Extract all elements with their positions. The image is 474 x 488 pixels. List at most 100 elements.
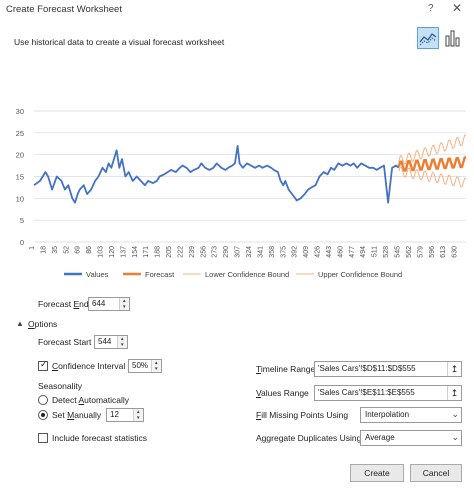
x-tick-label: 222 [177,246,184,258]
range-picker-icon[interactable]: ↥ [447,362,461,376]
confidence-interval-value: 50% [132,361,149,370]
legend-label: Values [86,270,109,279]
x-tick-label: 239 [189,246,196,258]
x-tick-label: 341 [257,246,264,258]
column-chart-button[interactable] [441,27,463,49]
x-tick-label: 52 [63,246,70,254]
window-title: Create Forecast Worksheet [6,4,122,15]
chevron-down-icon: ⌄ [451,409,459,419]
confidence-interval-spinner[interactable]: 50% ▲ ▼ [128,359,162,373]
y-tick-label: 5 [20,216,24,225]
fill-missing-label: Fill Missing Points Using [256,410,349,420]
x-tick-label: 426 [315,246,322,258]
x-tick-label: 154 [132,246,139,258]
x-tick-label: 205 [166,246,173,258]
x-tick-label: 392 [292,246,299,258]
x-tick-label: 18 [40,246,47,254]
x-tick-label: 188 [155,246,162,258]
legend-label: Lower Confidence Bound [205,270,289,279]
seasonality-value: 12 [110,410,119,419]
y-tick-label: 10 [16,194,24,203]
x-tick-label: 528 [383,246,390,258]
aggregate-duplicates-label: Aggregate Duplicates Using [256,433,362,443]
values-range-input[interactable]: 'Sales Cars'!$E$11:$E$555 ↥ [314,385,462,401]
timeline-range-input[interactable]: 'Sales Cars'!$D$11:$D$555 ↥ [314,361,462,377]
x-tick-label: 562 [406,246,413,258]
detect-automatically-label: Detect Automatically [52,395,130,405]
x-tick-label: 35 [52,246,59,254]
x-tick-label: 358 [269,246,276,258]
legend-label: Forecast [145,270,175,279]
timeline-range-value: 'Sales Cars'!$D$11:$D$555 [318,364,416,373]
x-tick-label: 375 [280,246,287,258]
x-tick-label: 460 [337,246,344,258]
x-tick-label: 613 [440,246,447,258]
x-tick-label: 596 [429,246,436,258]
x-tick-label: 290 [223,246,230,258]
detect-automatically-radio[interactable] [38,395,48,405]
x-tick-label: 120 [109,246,116,258]
y-tick-label: 15 [16,173,24,182]
x-tick-label: 409 [303,246,310,258]
chevron-down-icon: ⌄ [451,432,459,442]
x-tick-label: 307 [235,246,242,258]
seasonality-spinner[interactable]: 12 ▲ ▼ [106,408,144,422]
x-tick-label: 137 [120,246,127,258]
options-toggle-icon[interactable]: ▲ [16,319,24,328]
aggregate-duplicates-select[interactable]: Average ⌄ [360,430,462,446]
values-range-label: Values Range [256,388,309,398]
values-range-value: 'Sales Cars'!$E$11:$E$555 [318,388,415,397]
upper-confidence-bound-line [398,134,467,165]
x-tick-label: 69 [75,246,82,254]
x-tick-label: 630 [452,246,459,258]
forecast-start-arrows[interactable]: ▲ ▼ [117,336,127,348]
x-tick-label: 86 [86,246,93,254]
forecast-end-arrows[interactable]: ▲ ▼ [119,298,129,310]
fill-missing-select[interactable]: Interpolation ⌄ [360,407,462,423]
fill-missing-value: Interpolation [365,410,410,419]
forecast-end-spinner[interactable]: 644 ▲ ▼ [88,297,130,311]
title-bar: Create Forecast Worksheet ? ✕ [0,0,474,18]
x-tick-label: 443 [326,246,333,258]
x-tick-label: 256 [200,246,207,258]
x-tick-label: 579 [417,246,424,258]
lower-confidence-bound-line [398,166,467,188]
seasonality-label: Seasonality [38,381,82,391]
create-button[interactable]: Create [350,464,404,482]
column-chart-icon [445,30,460,47]
include-forecast-statistics-label: Include forecast statistics [52,433,147,443]
x-tick-label: 171 [143,246,150,258]
x-tick-label: 103 [98,246,105,258]
set-manually-radio[interactable] [38,410,48,420]
dialog-description: Use historical data to create a visual f… [14,37,225,47]
help-button[interactable]: ? [428,3,434,14]
forecast-chart: 0 5 10 15 20 25 30 1 18 35 52 69 86 103 120 137 154 171 18… [16,107,467,279]
x-tick-label: 545 [394,246,401,258]
x-tick-label: 1 [29,246,36,250]
set-manually-label: Set Manually [52,410,102,420]
line-chart-button[interactable] [417,27,439,49]
forecast-start-spinner[interactable]: 544 ▲ ▼ [94,335,128,349]
confidence-interval-label: Confidence Interval [52,361,126,371]
close-button[interactable]: ✕ [452,1,463,15]
values-series-line [33,144,400,204]
line-chart-icon [419,33,437,46]
forecast-start-value: 544 [98,337,112,346]
y-tick-label: 25 [16,129,24,138]
y-tick-label: 0 [20,238,24,247]
include-forecast-statistics-checkbox[interactable] [38,433,48,443]
x-tick-label: 511 [372,246,379,257]
range-picker-icon[interactable]: ↥ [447,386,461,400]
confidence-interval-checkbox[interactable] [38,359,48,371]
options-expander[interactable]: Options [28,319,58,329]
x-tick-label: 273 [212,246,219,258]
legend-label: Upper Confidence Bound [318,270,402,279]
confidence-interval-arrows[interactable]: ▲ ▼ [151,360,161,372]
timeline-range-label: Timeline Range [256,364,316,374]
forecast-series-line [397,156,466,172]
forecast-start-label: Forecast Start [38,337,92,347]
forecast-end-label: Forecast End [38,299,89,309]
forecast-end-value: 644 [92,299,106,308]
cancel-button[interactable]: Cancel [410,464,462,482]
seasonality-arrows[interactable]: ▲ ▼ [133,409,143,421]
